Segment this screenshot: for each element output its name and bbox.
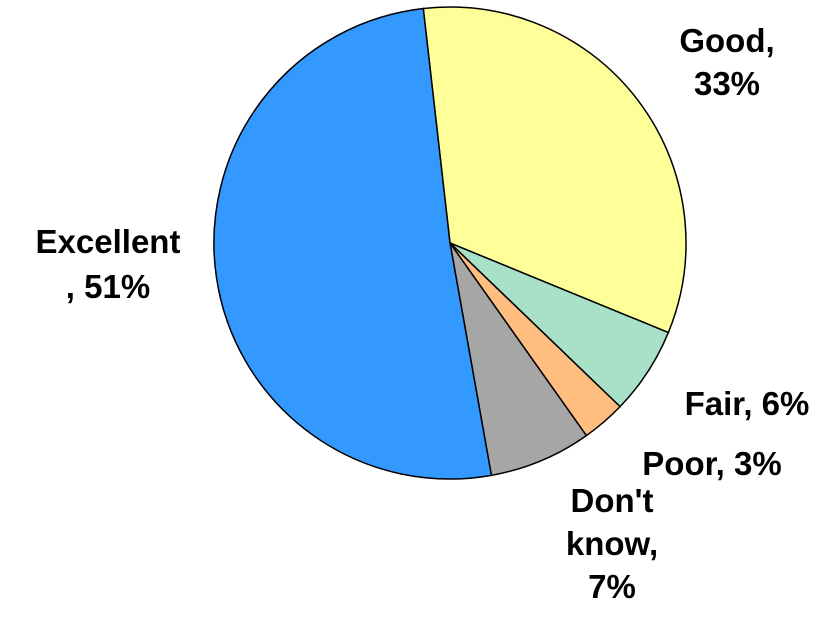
pie-label-don-t-know: Don't know, 7%	[566, 482, 658, 605]
pie-label-fair: Fair, 6%	[685, 385, 810, 422]
pie-slice-good	[422, 6, 687, 334]
pie-slices	[213, 6, 687, 480]
pie-label-poor: Poor, 3%	[642, 445, 781, 482]
pie-slice-don-t-know	[449, 242, 588, 477]
pie-label-good: Good, 33%	[679, 22, 774, 102]
pie-slice-excellent	[213, 7, 493, 480]
pie-label-excellent: Excellent, 51%	[36, 223, 181, 305]
pie-labels: Good, 33% Fair, 6% Poor, 3%Don't know, 7% Exce…	[36, 22, 810, 605]
